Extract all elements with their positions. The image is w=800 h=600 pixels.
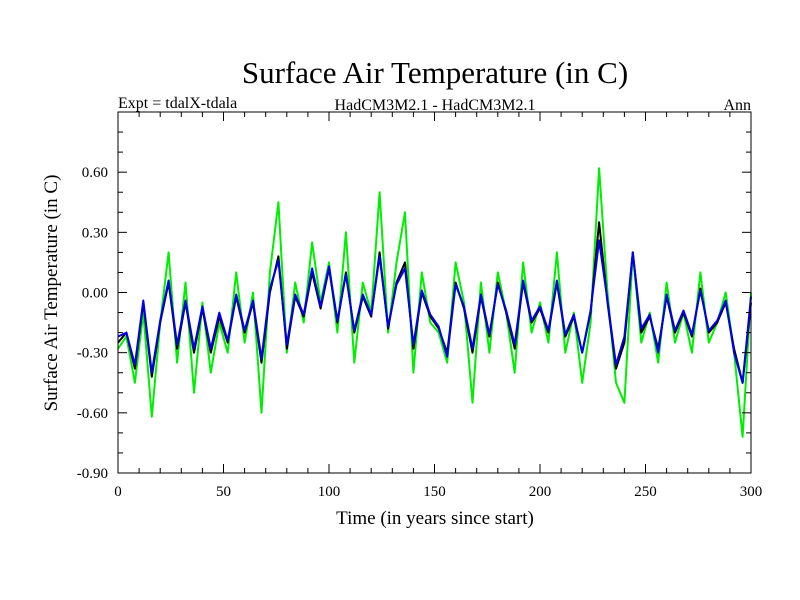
- x-tick-label: 50: [216, 484, 231, 500]
- y-axis-title: Surface Air Temperature (in C): [41, 175, 62, 412]
- y-tick-label: -0.30: [77, 346, 108, 362]
- y-tick-label: -0.90: [77, 466, 108, 482]
- y-tick-label: 0.00: [82, 286, 108, 302]
- subtitle-model: HadCM3M2.1 - HadCM3M2.1: [335, 97, 536, 114]
- y-tick-label: 0.30: [82, 225, 108, 241]
- x-axis-title: Time (in years since start): [336, 508, 534, 529]
- series-line-blue: [117, 239, 752, 384]
- y-tick-label: -0.60: [77, 406, 108, 422]
- y-tick-label: 0.60: [82, 165, 108, 181]
- subtitle-season: Ann: [723, 97, 751, 114]
- series-line-green: [117, 167, 752, 438]
- chart-title: Surface Air Temperature (in C): [242, 55, 628, 90]
- x-tick-label: 150: [423, 484, 446, 500]
- subtitle-experiment: Expt = tdalX-tdala: [118, 95, 237, 112]
- x-tick-label: 300: [740, 484, 763, 500]
- x-tick-label: 200: [529, 484, 552, 500]
- x-tick-label: 250: [634, 484, 657, 500]
- x-tick-label: 100: [318, 484, 341, 500]
- plot-frame: [117, 111, 752, 474]
- axis-tick-labels: 0 50 100 150 200 250 300 -0.90 -0.60 -0.30 0.00 0.3…: [77, 165, 763, 500]
- x-tick-label: 0: [114, 484, 122, 500]
- data-lines: [117, 167, 752, 438]
- axis-ticks: [117, 111, 752, 474]
